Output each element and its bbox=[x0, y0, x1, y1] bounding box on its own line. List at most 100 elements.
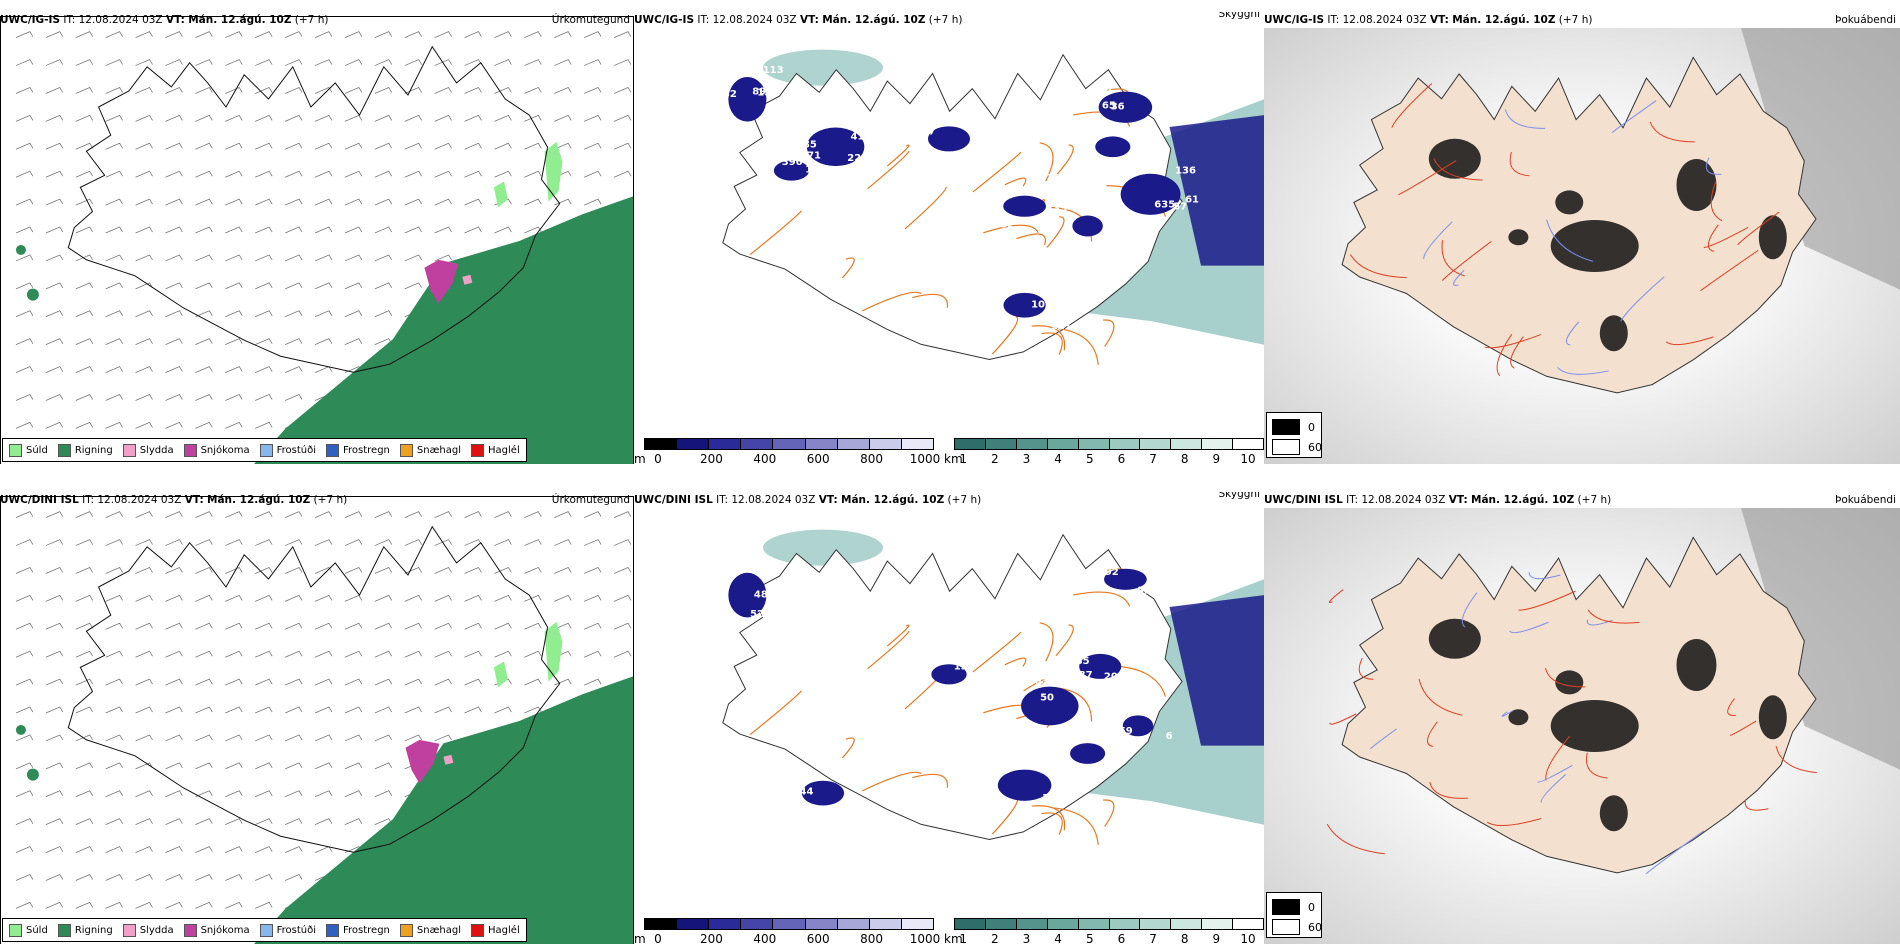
wind-barb bbox=[255, 366, 273, 373]
drizzle-area bbox=[544, 621, 563, 682]
wind-barb bbox=[284, 142, 303, 150]
wind-barb bbox=[165, 198, 183, 206]
wind-barb bbox=[314, 114, 333, 122]
wind-barb bbox=[314, 170, 333, 178]
wind-barb bbox=[613, 566, 632, 574]
colorbar-cell bbox=[1233, 919, 1264, 929]
road-line bbox=[1329, 713, 1357, 725]
wind-barb bbox=[404, 734, 423, 742]
ceiling-value-label: 53 bbox=[1002, 275, 1016, 286]
wind-barb bbox=[284, 31, 303, 39]
wind-barb bbox=[404, 282, 423, 290]
river-line bbox=[1504, 109, 1546, 129]
colorbar-tick: 3 bbox=[1022, 452, 1031, 464]
wind-barb bbox=[135, 170, 153, 178]
colorbar-tick: 10 bbox=[1240, 932, 1256, 944]
road-line bbox=[1418, 678, 1463, 716]
wind-barb bbox=[105, 366, 123, 373]
road-line bbox=[1510, 336, 1524, 369]
ceiling-value-label: 95 bbox=[782, 602, 796, 613]
fog-legend: 0 60 bbox=[1266, 892, 1322, 938]
fog-map[interactable] bbox=[1264, 508, 1900, 944]
wind-barb bbox=[554, 114, 572, 122]
wind-barb bbox=[75, 650, 94, 658]
wind-barb bbox=[75, 142, 94, 150]
wind-barb bbox=[105, 511, 123, 519]
colorbar-cell bbox=[1016, 439, 1048, 449]
wind-barb bbox=[255, 650, 273, 658]
wind-barb bbox=[225, 874, 243, 881]
colorbar-tick: 600 bbox=[806, 452, 830, 464]
colorbar-cell bbox=[773, 439, 806, 449]
cloud-map-svg: 89 390 71 57 77 5 87 65 10 57 113 85 22 75 50 75 55 35 205… bbox=[722, 49, 1264, 365]
road-line bbox=[1700, 249, 1759, 292]
visibility-colorbar: km 1 2 3 4 5 6 7 8 9 10 bbox=[944, 918, 1264, 944]
legend-swatch bbox=[122, 923, 136, 937]
wind-barb bbox=[314, 650, 333, 658]
wind-barb bbox=[344, 762, 363, 770]
road-line bbox=[867, 150, 910, 190]
wind-barb bbox=[524, 650, 542, 658]
colorbar-cell bbox=[901, 919, 933, 929]
wind-barb bbox=[105, 706, 123, 714]
lead-time: (+7 h) bbox=[1558, 14, 1593, 26]
wind-barb bbox=[494, 114, 512, 122]
low-ceiling-area bbox=[1169, 115, 1264, 266]
wind-barb bbox=[15, 594, 34, 602]
fog-map[interactable] bbox=[1264, 28, 1900, 464]
wind-barb bbox=[195, 846, 213, 853]
precip-map[interactable] bbox=[0, 16, 634, 464]
wind-barb bbox=[284, 310, 303, 318]
wind-barb bbox=[583, 114, 602, 122]
wind-barb bbox=[255, 282, 273, 290]
wind-barb bbox=[45, 170, 64, 178]
wind-barb bbox=[75, 566, 94, 574]
cloud-map[interactable]: 95 136 50 187 192 36 159 137 44 48 51 43 55 92 47 59 51 1… bbox=[634, 508, 1264, 904]
wind-barb bbox=[225, 594, 243, 602]
colorbar-tick: 7 bbox=[1149, 932, 1157, 944]
road-line bbox=[1052, 327, 1099, 365]
ceiling-value-label: 50 bbox=[720, 572, 734, 583]
wind-barb bbox=[583, 566, 602, 574]
wind-barb bbox=[255, 198, 273, 206]
precip-map[interactable] bbox=[0, 496, 634, 944]
wind-barb bbox=[374, 622, 393, 630]
wind-barb bbox=[434, 59, 452, 66]
wind-barb bbox=[284, 594, 303, 602]
fog-index-high bbox=[1599, 795, 1628, 832]
road-line bbox=[1326, 823, 1385, 855]
lead-time: (+7 h) bbox=[313, 494, 348, 506]
wind-barb bbox=[75, 170, 94, 178]
low-ceiling-area bbox=[728, 572, 767, 618]
ceiling-colorbar: m 0 200 400 600 800 1000 bbox=[634, 438, 940, 464]
wind-barb bbox=[464, 86, 482, 94]
colorbar-tick: 9 bbox=[1212, 932, 1221, 944]
wind-barb bbox=[75, 901, 94, 909]
road-line bbox=[861, 771, 922, 792]
road-line bbox=[1004, 657, 1027, 667]
wind-barb bbox=[165, 338, 183, 346]
low-ceiling-area bbox=[1072, 215, 1103, 237]
wind-barb bbox=[524, 198, 542, 206]
ceiling-value-label: 121 bbox=[1051, 321, 1072, 332]
wind-barb bbox=[613, 650, 632, 658]
wind-barb bbox=[284, 678, 303, 686]
wind-barb bbox=[404, 142, 423, 150]
wind-barb bbox=[464, 566, 482, 574]
wind-barb bbox=[583, 511, 602, 519]
wind-barb bbox=[75, 86, 94, 94]
wind-barb bbox=[105, 594, 123, 602]
legend-item: Snjókoma bbox=[183, 443, 250, 457]
ceiling-value-label: 52 bbox=[750, 609, 764, 620]
wind-barb bbox=[105, 901, 123, 909]
wind-barb bbox=[165, 790, 183, 798]
legend-label: Frostregn bbox=[343, 924, 390, 936]
road-line bbox=[1103, 319, 1115, 347]
cloud-map[interactable]: 89 390 71 57 77 5 87 65 10 57 113 85 22 75 50 75 55 35 205… bbox=[634, 28, 1264, 424]
wind-barb bbox=[45, 734, 64, 742]
fog-legend-high: 0 bbox=[1308, 900, 1315, 914]
colorbar-strip bbox=[954, 438, 1264, 450]
wind-barb bbox=[255, 310, 273, 318]
wind-barb bbox=[195, 566, 213, 574]
wind-barb bbox=[494, 31, 512, 39]
